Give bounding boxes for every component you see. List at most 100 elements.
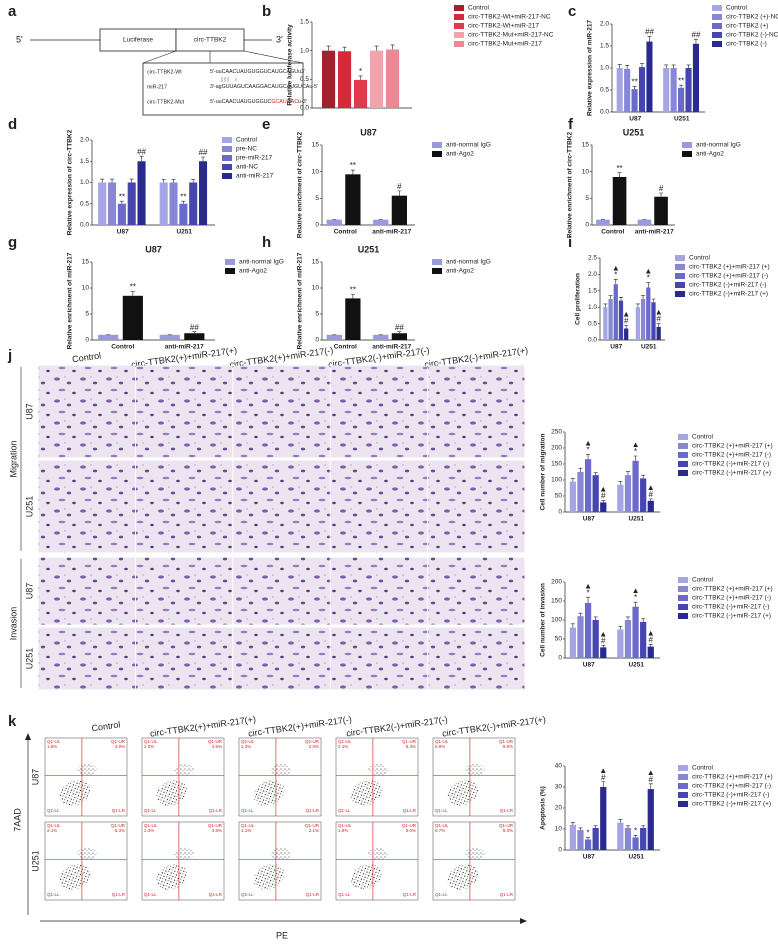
y-tick-label: 1.0: [588, 304, 597, 311]
significance-mark: ##: [190, 323, 199, 332]
row-label: U251: [24, 496, 34, 518]
legend-swatch: [678, 586, 688, 592]
legend-label: Control: [692, 434, 714, 441]
legend-label: anti-normal IgG: [239, 259, 284, 266]
panel-label: e: [262, 116, 270, 133]
flow-plot: [141, 737, 225, 817]
sequence-name: circ-TTBK2-Wt: [147, 69, 182, 75]
significance-mark: #: [649, 635, 654, 644]
legend-swatch: [675, 264, 685, 270]
bar: [640, 621, 647, 658]
x-tick-label: Control: [334, 344, 357, 351]
micrograph: [38, 627, 135, 690]
x-tick-label: U251: [176, 229, 192, 236]
significance-mark: ##: [395, 323, 404, 332]
legend-swatch: [454, 23, 464, 29]
y-tick-label: 15: [312, 142, 320, 149]
legend-label: circ-TTBK2 (+)+miR-217 (-): [689, 273, 768, 280]
legend-label: circ-TTBK2 (-)+miR-217 (+): [692, 470, 771, 477]
luciferase-label: Luciferase: [123, 37, 153, 44]
event-cloud: [368, 764, 388, 776]
legend-swatch: [678, 613, 688, 619]
bar: [692, 43, 700, 112]
panel-label: f: [568, 116, 574, 133]
error-bar: [593, 472, 598, 476]
bar: [624, 620, 632, 658]
x-tick-label: Control: [334, 229, 357, 236]
legend-label: circ-TTBK2 (+)+miR-217 (+): [692, 774, 773, 781]
error-bar: [139, 155, 144, 162]
legend-swatch: [678, 443, 688, 449]
event-cloud: [447, 780, 479, 806]
bar: [600, 787, 607, 850]
legend-swatch: [225, 259, 235, 265]
event-cloud: [59, 864, 91, 890]
y-tick-label: 0.0: [300, 105, 309, 112]
y-tick-label: 1.5: [80, 158, 89, 165]
significance-mark: #: [601, 492, 606, 501]
error-bar: [647, 36, 652, 42]
legend-label: circ-TTBK2-Mut+miR-217-NC: [468, 32, 554, 39]
error-bar: [651, 298, 656, 303]
error-bar: [601, 500, 606, 503]
quadrant-label: Q1-LL: [144, 892, 157, 897]
bar: [577, 472, 584, 512]
y-axis-label: Relative expression of miR-217: [587, 20, 594, 116]
quadrant-label: Q1-LR: [112, 892, 126, 897]
bar: [647, 789, 654, 850]
error-bar: [613, 279, 618, 285]
error-bar: [618, 626, 623, 630]
error-bar: [656, 323, 661, 327]
bar: [656, 326, 661, 340]
quadrant-label: Q1-UR: [111, 823, 126, 828]
y-axis-label: Cell proliferation: [575, 273, 582, 325]
significance-mark: ▲: [655, 308, 663, 317]
legend-label: circ-TTBK2 (-)+miR-217 (-): [692, 792, 769, 799]
flow-y-label: 7AAD: [12, 808, 22, 832]
error-bar: [625, 65, 630, 69]
error-bar: [648, 498, 653, 501]
quadrant-label: Q1-LR: [403, 808, 417, 813]
row-label: U87: [24, 403, 34, 420]
y-tick-label: 1.0: [600, 65, 609, 72]
x-tick-label: U251: [628, 662, 644, 669]
y-tick-label: 0.5: [600, 87, 609, 94]
legend-label: anti-normal IgG: [446, 259, 491, 266]
pairing-marks: [221, 77, 237, 82]
bar: [326, 219, 342, 225]
column-header: circ-TTBK2(+)+miR-217(+): [149, 714, 256, 739]
chart-title: U251: [358, 244, 380, 254]
legend-label: anti-NC: [236, 164, 258, 171]
error-bar: [625, 471, 630, 476]
y-tick-label: 5: [315, 195, 319, 202]
quadrant-label: Q1-UL: [338, 823, 352, 828]
quadrant-label: Q1-UL: [435, 739, 449, 744]
error-bar: [390, 44, 395, 50]
quadrant-label: Q1-LR: [306, 808, 320, 813]
bar: [617, 822, 624, 850]
error-bar: [130, 291, 135, 296]
sequence-name: miR-217: [147, 84, 167, 90]
y-axis-label: Relative enrichment of miR-217: [67, 252, 74, 349]
error-bar: [191, 179, 196, 183]
event-cloud: [368, 848, 388, 860]
error-bar: [601, 645, 606, 648]
legend-swatch: [222, 137, 232, 143]
error-bar: [641, 618, 646, 622]
y-tick-label: 1.5: [300, 19, 309, 26]
quadrant-percent: 1.3%: [241, 744, 251, 749]
bar: [624, 68, 631, 112]
quadrant-label: Q1-UR: [499, 739, 514, 744]
legend-label: Control: [692, 765, 714, 772]
bar: [637, 219, 652, 225]
micrograph: [135, 627, 233, 690]
panel-label: k: [8, 713, 17, 730]
bar: [373, 334, 389, 340]
error-bar: [624, 324, 629, 329]
y-tick-label: 1.0: [80, 179, 89, 186]
error-bar: [608, 295, 613, 299]
legend-label: circ-TTBK2 (-)+miR-217 (+): [692, 613, 771, 620]
column-header: Control: [72, 350, 102, 364]
legend-label: circ-TTBK2 (-)+miR-217 (-): [689, 282, 766, 289]
quadrant-label: Q1-LL: [144, 808, 157, 813]
